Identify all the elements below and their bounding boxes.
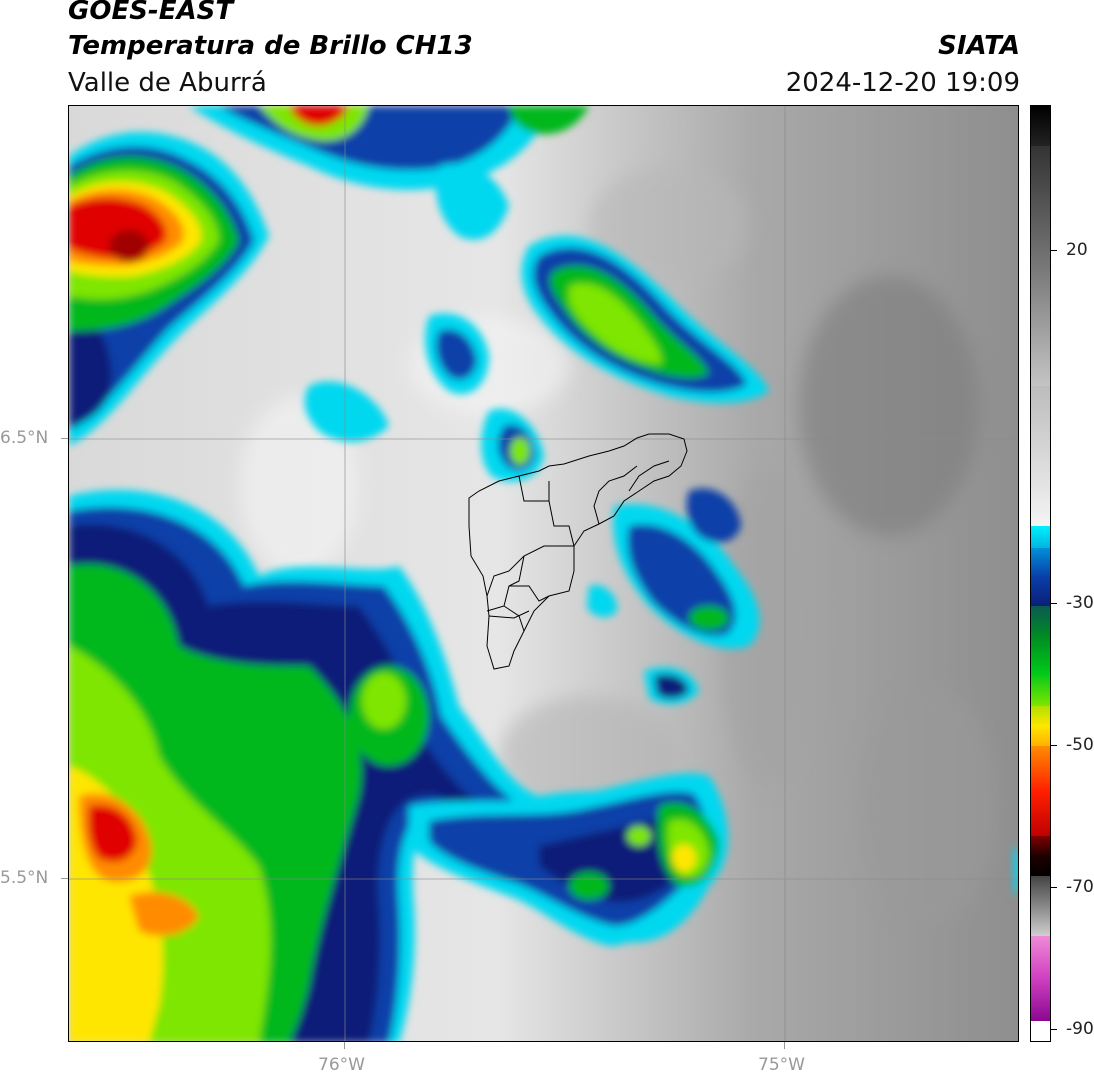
cbar-cyan	[1031, 526, 1050, 548]
cbar-white-end	[1031, 1021, 1050, 1041]
gridlines	[69, 106, 1018, 1041]
cbar-green	[1031, 606, 1050, 706]
cbar-label-m90: -90	[1066, 1019, 1094, 1039]
lon-label-76w: 76°W	[318, 1055, 365, 1075]
cbar-tick-m30	[1051, 603, 1057, 604]
product-title: Temperatura de Brillo CH13	[68, 31, 473, 61]
cbar-tick-m50	[1051, 745, 1057, 746]
region-subtitle: Valle de Aburrá	[68, 68, 267, 98]
cbar-blue	[1031, 548, 1050, 606]
satellite-title: GOES-EAST	[68, 0, 234, 26]
cold-cloud-tops	[69, 106, 1018, 1041]
timestamp-label: 2024-12-20 19:09	[785, 68, 1020, 98]
cbar-orange-red	[1031, 746, 1050, 836]
cbar-near-white	[1031, 386, 1050, 526]
lat-tick-6-5	[61, 438, 68, 439]
lat-tick-5-5	[61, 878, 68, 879]
valley-boundaries	[468, 433, 688, 670]
lon-tick-76w	[344, 1042, 345, 1049]
cbar-warm-gray	[1031, 146, 1050, 386]
map-canvas	[69, 106, 1018, 1041]
lat-label-5-5: 5.5°N	[0, 868, 49, 888]
cbar-cold-gray	[1031, 876, 1050, 936]
satellite-map[interactable]	[68, 105, 1019, 1042]
lon-tick-75w	[784, 1042, 785, 1049]
cbar-label-20: 20	[1066, 240, 1088, 260]
cbar-magenta	[1031, 936, 1050, 1021]
cbar-label-m70: -70	[1066, 877, 1094, 897]
cbar-tick-m90	[1051, 1029, 1057, 1030]
lat-label-6-5: 6.5°N	[0, 428, 49, 448]
cbar-tick-m70	[1051, 887, 1057, 888]
cbar-tick-20	[1051, 250, 1057, 251]
lon-label-75w: 75°W	[758, 1055, 805, 1075]
cbar-yellow	[1031, 706, 1050, 746]
colorbar	[1030, 105, 1051, 1042]
cbar-dark-red	[1031, 836, 1050, 876]
cbar-label-m50: -50	[1066, 735, 1094, 755]
cbar-label-m30: -30	[1066, 593, 1094, 613]
cbar-warm-dark	[1031, 106, 1050, 146]
agency-label: SIATA	[938, 31, 1020, 61]
